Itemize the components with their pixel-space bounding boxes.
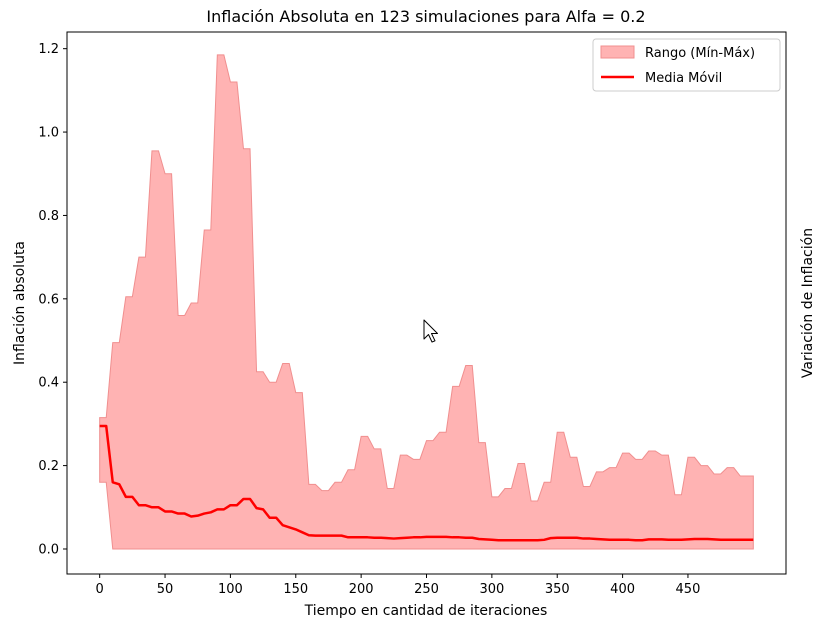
- y-tick-label: 1.2: [38, 42, 59, 57]
- y-tick-label: 1.0: [38, 126, 59, 141]
- y-tick-label: 0.0: [38, 542, 59, 557]
- legend-label-mean: Media Móvil: [645, 71, 722, 86]
- x-tick-label: 350: [545, 582, 570, 597]
- legend-box: [592, 38, 781, 92]
- y-tick-label: 0.2: [38, 459, 59, 474]
- x-tick-label: 300: [479, 582, 504, 597]
- x-tick-label: 250: [414, 582, 439, 597]
- legend-swatch-range: [600, 45, 635, 59]
- series-range-band: [99, 54, 754, 550]
- right-y-axis-label: Variación de Inflación: [800, 228, 816, 378]
- legend-label-range: Rango (Mín-Máx): [645, 46, 755, 61]
- y-tick-label: 0.8: [38, 209, 59, 224]
- y-tick-label: 0.6: [38, 292, 59, 307]
- mouse-cursor-icon: [423, 319, 438, 343]
- axis-ticks: 0 50 100 150 200 250 300 350 400 450 0.0 0.2 0.4 0.6 0…: [38, 42, 700, 597]
- series-moving-average-line: [99, 424, 754, 542]
- x-tick-label: 100: [218, 582, 243, 597]
- x-axis-label: Tiempo en cantidad de iteraciones: [304, 603, 548, 619]
- legend: Rango (Mín-Máx) Media Móvil: [592, 38, 781, 92]
- x-tick-label: 0: [96, 582, 104, 597]
- plot-area: [99, 54, 754, 550]
- y-tick-label: 0.4: [38, 376, 59, 391]
- x-tick-label: 200: [349, 582, 374, 597]
- x-tick-label: 400: [610, 582, 635, 597]
- chart-title: Inflación Absoluta en 123 simulaciones p…: [206, 7, 645, 26]
- x-tick-label: 450: [676, 582, 701, 597]
- x-tick-label: 50: [157, 582, 174, 597]
- x-tick-label: 150: [283, 582, 308, 597]
- axes-frame: [66, 31, 787, 575]
- y-axis-label: Inflación absoluta: [12, 241, 28, 365]
